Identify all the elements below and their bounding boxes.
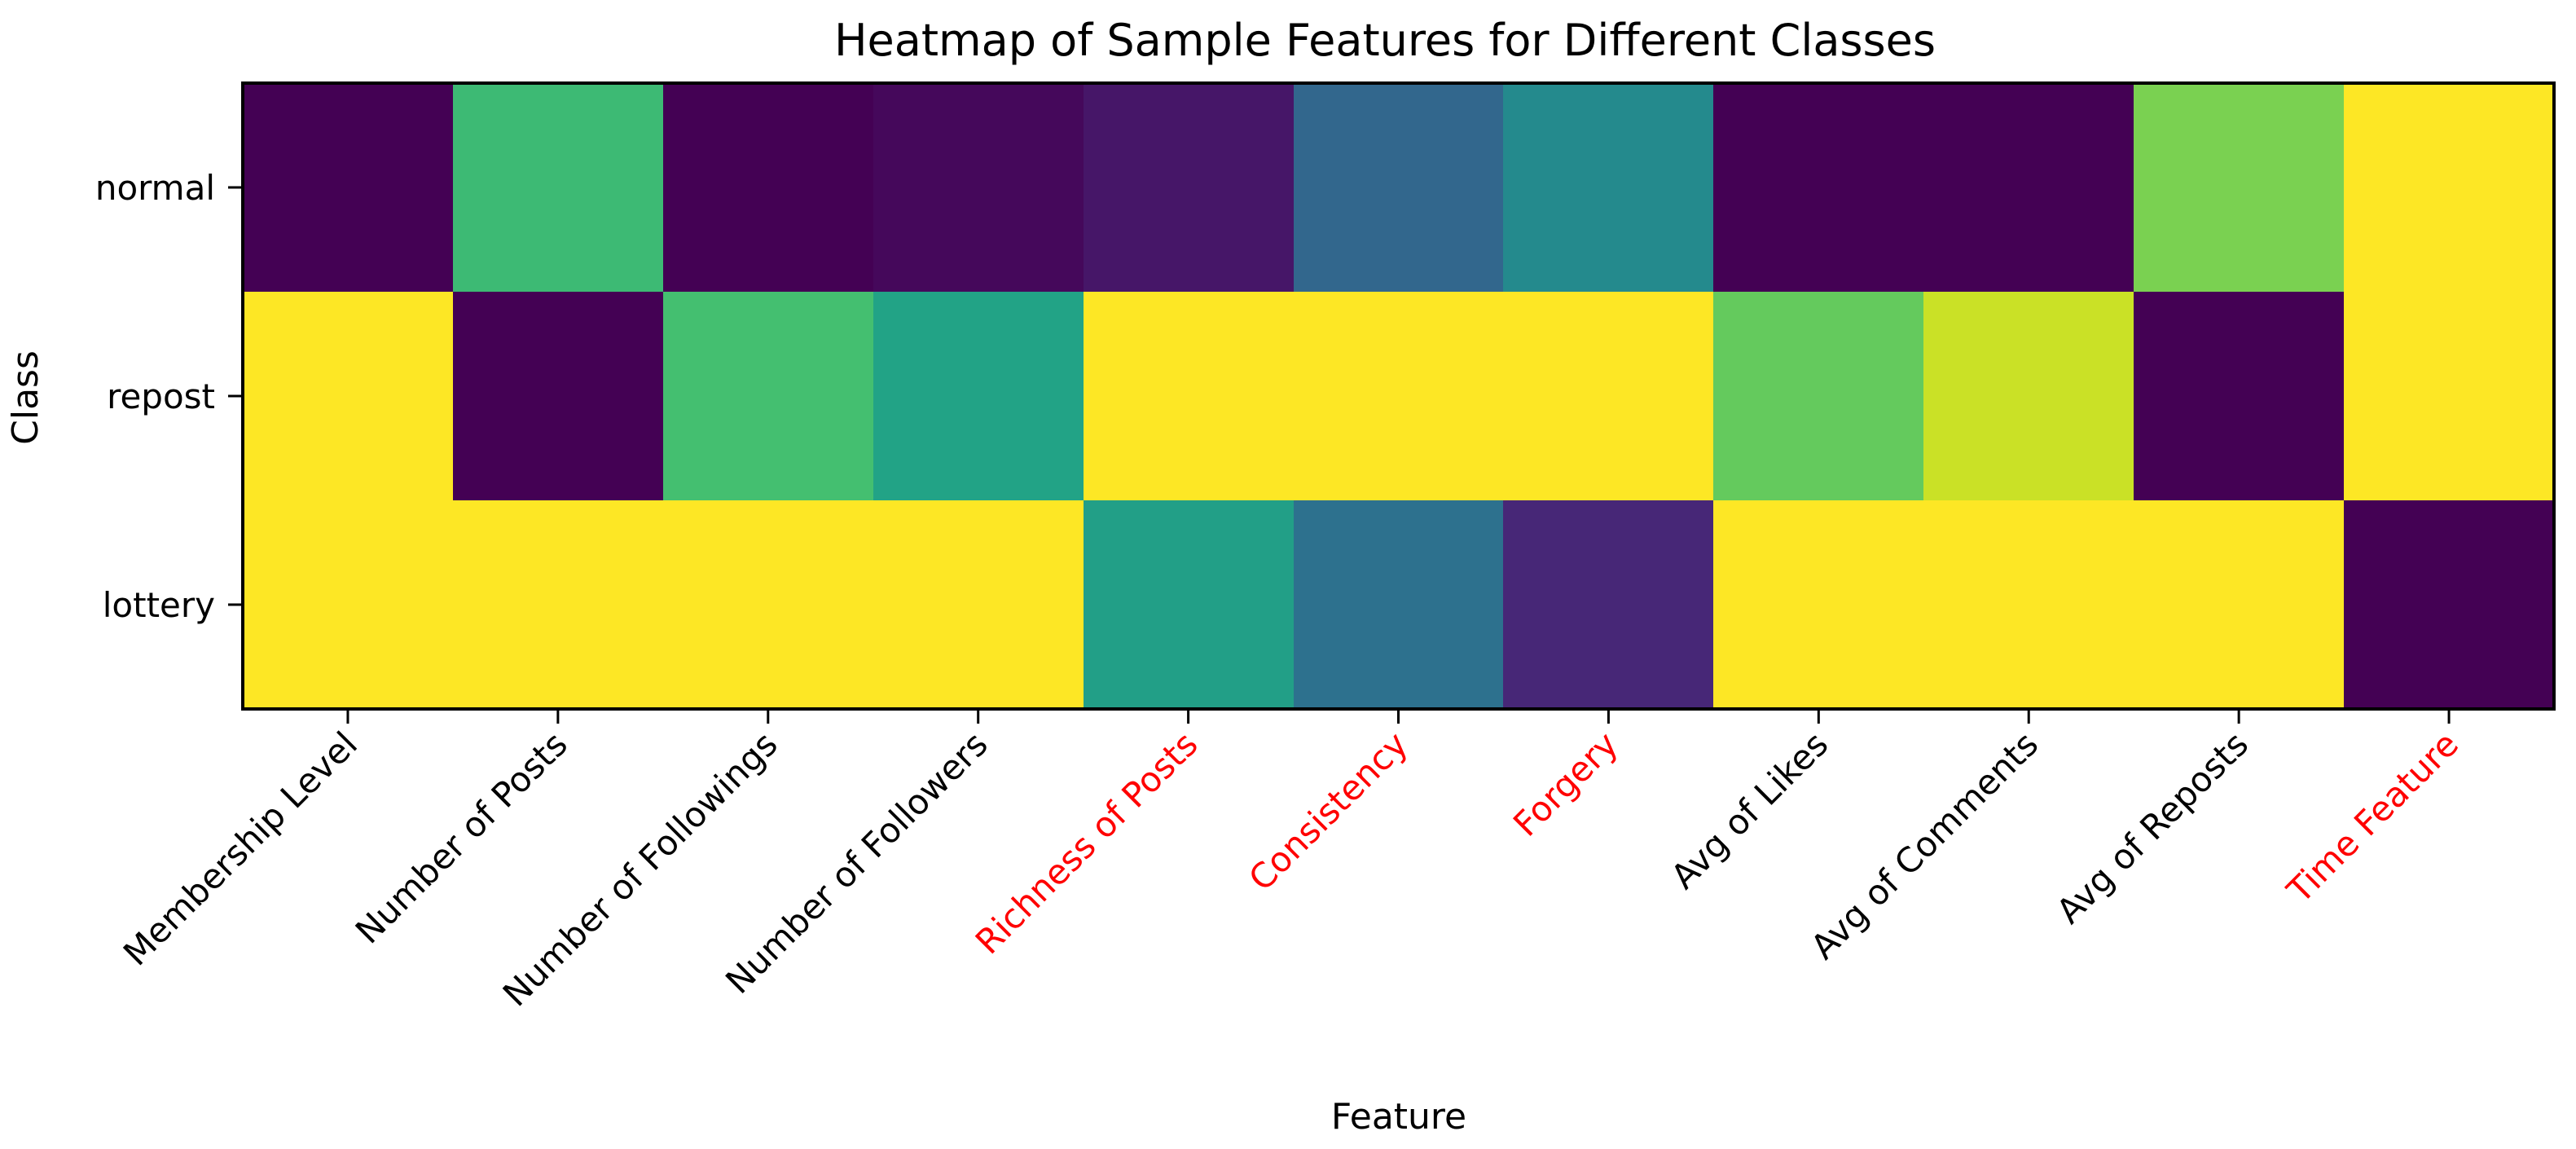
heatmap-cell <box>1503 292 1713 500</box>
heatmap-cell <box>2134 83 2344 292</box>
heatmap-cell <box>2344 83 2554 292</box>
heatmap-cell <box>1923 500 2134 709</box>
y-tick-label: normal <box>95 168 215 208</box>
heatmap-cell <box>663 83 873 292</box>
heatmap-cell <box>1084 83 1294 292</box>
heatmap-cell <box>1713 83 1923 292</box>
y-axis-label: Class <box>5 350 46 445</box>
heatmap-cell <box>2344 292 2554 500</box>
heatmap-cell <box>453 292 663 500</box>
heatmap-cell <box>243 292 453 500</box>
y-tick-label: lottery <box>103 585 215 625</box>
heatmap-cell <box>1084 292 1294 500</box>
x-axis-label: Feature <box>1331 1096 1466 1138</box>
heatmap-cell <box>2134 500 2344 709</box>
heatmap-cell <box>453 500 663 709</box>
heatmap-cell <box>1294 83 1503 292</box>
heatmap-cell <box>243 500 453 709</box>
heatmap-cell <box>873 500 1084 709</box>
y-tick-label: repost <box>107 376 215 416</box>
heatmap-cell <box>873 292 1084 500</box>
heatmap-cell <box>663 292 873 500</box>
heatmap-cell <box>2134 292 2344 500</box>
heatmap-cell <box>453 83 663 292</box>
y-axis-ticks: normal repost lottery <box>95 168 243 625</box>
chart-title: Heatmap of Sample Features for Different… <box>834 15 1936 66</box>
heatmap-cells <box>243 83 2554 709</box>
heatmap-cell <box>1503 83 1713 292</box>
heatmap-cell <box>1713 500 1923 709</box>
heatmap-cell <box>1294 500 1503 709</box>
heatmap-cell <box>2344 500 2554 709</box>
heatmap-cell <box>1713 292 1923 500</box>
heatmap-cell <box>1923 83 2134 292</box>
heatmap-cell <box>1084 500 1294 709</box>
heatmap-cell <box>243 83 453 292</box>
heatmap-cell <box>663 500 873 709</box>
heatmap-cell <box>1503 500 1713 709</box>
heatmap-cell <box>873 83 1084 292</box>
heatmap-cell <box>1923 292 2134 500</box>
heatmap-cell <box>1294 292 1503 500</box>
